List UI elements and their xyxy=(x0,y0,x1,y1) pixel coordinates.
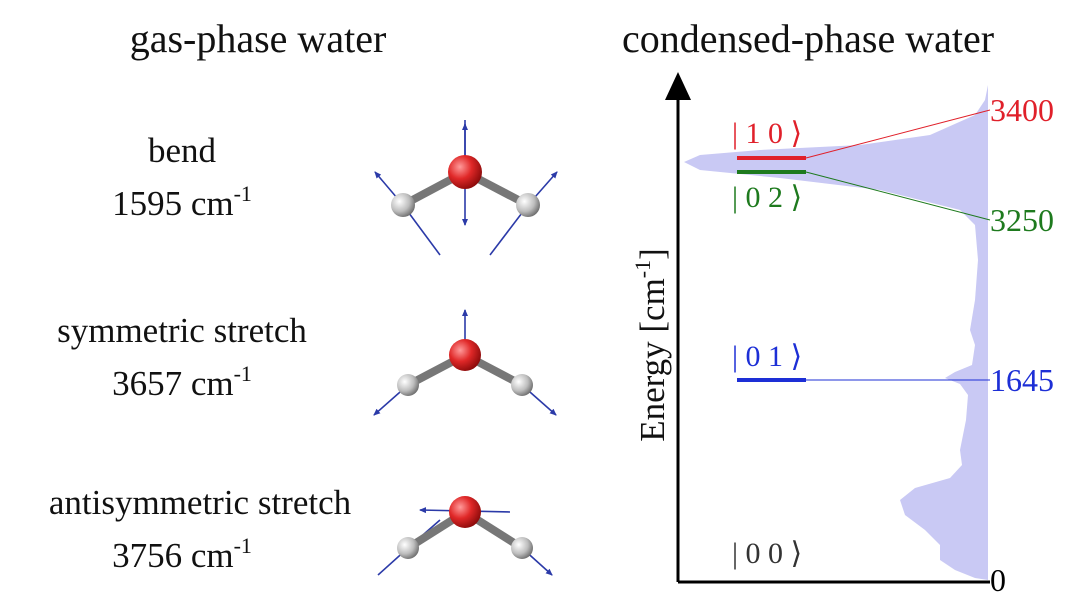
ket: | 0 1 ⟩ xyxy=(732,340,802,373)
mode-frequency: 3657 cm-1 xyxy=(112,361,252,403)
molecule-bend xyxy=(375,120,557,255)
axis-label: Energy [cm-1] xyxy=(630,248,672,442)
mode-frequency: 1595 cm-1 xyxy=(112,181,252,223)
exponent: -1 xyxy=(234,533,252,558)
mode-name: symmetric stretch xyxy=(57,311,307,350)
mode-name: bend xyxy=(148,131,217,170)
energy: 1645 xyxy=(990,362,1054,398)
mode-name: antisymmetric stretch xyxy=(49,483,352,522)
molecule-symmetric xyxy=(374,310,556,415)
energy: 3250 xyxy=(990,202,1054,238)
frequency: 3657 cm xyxy=(112,364,234,403)
left-title: gas-phase water xyxy=(130,16,387,61)
molecule-antisymmetric xyxy=(378,496,552,575)
spectrum xyxy=(684,85,988,580)
energy: 3400 xyxy=(990,92,1054,128)
energy: 0 xyxy=(990,562,1006,597)
frequency: 1595 cm xyxy=(112,184,234,223)
ket: | 0 0 ⟩ xyxy=(732,537,802,570)
axis-text: Energy [cm xyxy=(633,278,672,442)
figure: gas-phase water condensed-phase water be… xyxy=(0,0,1083,597)
right-title: condensed-phase water xyxy=(622,16,994,61)
ket: | 1 0 ⟩ xyxy=(732,117,802,150)
axis-end: ] xyxy=(633,248,672,260)
frequency: 3756 cm xyxy=(112,536,234,575)
axis-arrow xyxy=(665,72,691,100)
exponent: -1 xyxy=(234,361,252,386)
mode-frequency: 3756 cm-1 xyxy=(112,533,252,575)
exponent: -1 xyxy=(234,181,252,206)
axis-exponent: -1 xyxy=(630,260,655,278)
ket: | 0 2 ⟩ xyxy=(732,181,802,214)
